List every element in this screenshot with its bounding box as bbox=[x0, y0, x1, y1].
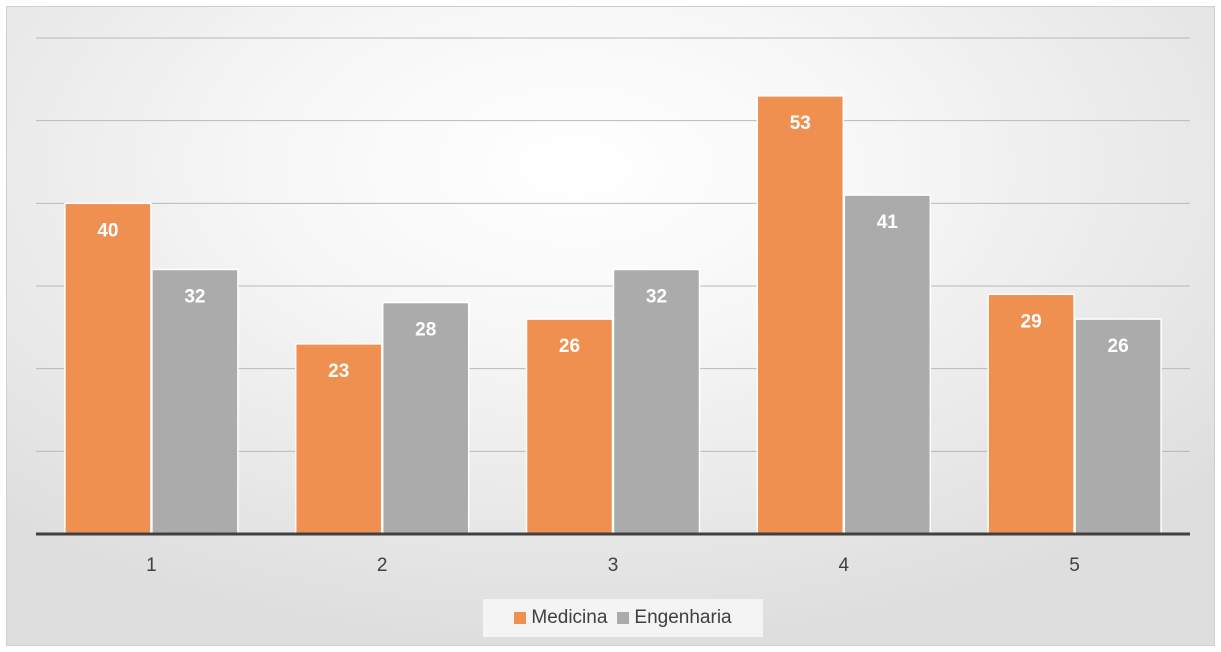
bar-engenharia-4 bbox=[843, 194, 932, 535]
data-label-medicina-5: 29 bbox=[1021, 311, 1042, 332]
data-label-medicina-4: 53 bbox=[790, 113, 811, 134]
data-label-engenharia-2: 28 bbox=[415, 320, 436, 341]
legend-swatch-engenharia bbox=[617, 612, 630, 624]
legend-item-medicina: Medicina bbox=[514, 607, 607, 629]
x-tick-label-4: 4 bbox=[839, 555, 850, 576]
legend-swatch-medicina bbox=[514, 612, 527, 624]
x-tick-label-5: 5 bbox=[1069, 555, 1080, 576]
data-label-medicina-3: 26 bbox=[559, 336, 580, 357]
bar-engenharia-3 bbox=[612, 268, 701, 535]
data-label-medicina-2: 23 bbox=[328, 361, 349, 382]
data-label-engenharia-4: 41 bbox=[877, 212, 899, 233]
legend: Medicina Engenharia bbox=[483, 599, 763, 637]
bar-engenharia-2 bbox=[381, 301, 470, 535]
bar-medicina-2 bbox=[294, 343, 383, 535]
x-tick-label-2: 2 bbox=[377, 555, 388, 576]
data-label-medicina-1: 40 bbox=[97, 220, 118, 241]
bar-engenharia-1 bbox=[151, 268, 239, 535]
x-tick-label-3: 3 bbox=[608, 555, 619, 576]
data-label-engenharia-1: 32 bbox=[184, 286, 205, 307]
data-label-engenharia-5: 26 bbox=[1108, 336, 1129, 357]
bar-medicina-5 bbox=[987, 293, 1075, 535]
x-tick-label-1: 1 bbox=[146, 555, 157, 576]
data-labels: 40 32 23 28 26 32 53 41 29 26 bbox=[97, 113, 1128, 382]
legend-label-engenharia: Engenharia bbox=[634, 607, 732, 628]
bar-engenharia-5 bbox=[1074, 318, 1162, 535]
bars bbox=[64, 95, 1162, 535]
legend-item-engenharia: Engenharia bbox=[617, 607, 732, 629]
bar-medicina-3 bbox=[525, 318, 614, 535]
legend-label-medicina: Medicina bbox=[531, 607, 608, 628]
x-tick-labels: 1 2 3 4 5 bbox=[146, 555, 1080, 576]
data-label-engenharia-3: 32 bbox=[646, 286, 667, 307]
bar-medicina-1 bbox=[64, 202, 152, 535]
bar-medicina-4 bbox=[756, 95, 845, 535]
